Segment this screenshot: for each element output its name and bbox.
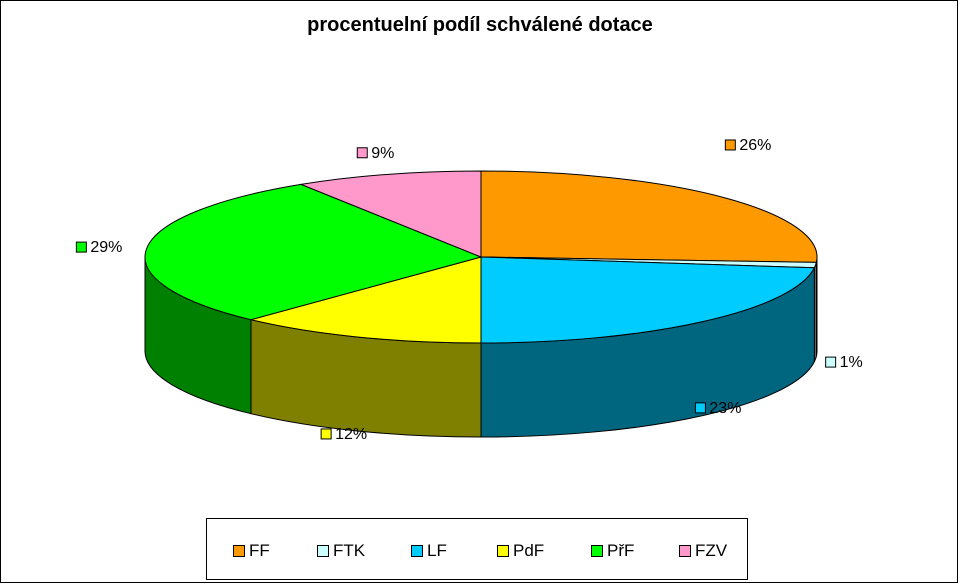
chart-title: procentuelní podíl schválené dotace: [307, 14, 653, 36]
legend-label-ff: FF: [249, 541, 270, 560]
legend-label-fzv: FZV: [695, 541, 728, 560]
legend-swatch-ff: [233, 545, 245, 557]
legend-swatch-prf: [591, 545, 603, 557]
slice-pdf: [250, 256, 482, 344]
slice-fzv: [299, 170, 482, 258]
chart-legend: FF FTK LF PdF PřF FZV: [206, 518, 748, 580]
data-label-key-lf: [694, 402, 706, 414]
data-label-key-ftk: [825, 356, 837, 368]
slice-ff: [480, 170, 818, 263]
data-label-ftk: 1%: [840, 354, 863, 371]
data-label-lf: 23%: [709, 400, 741, 417]
legend-swatch-ftk: [317, 545, 329, 557]
data-label-key-pdf: [320, 428, 332, 440]
data-label-key-prf: [75, 241, 87, 253]
data-label-key-ff: [724, 139, 736, 151]
legend-item-pdf: PdF: [497, 541, 545, 560]
legend-swatch-lf: [411, 545, 423, 557]
legend-item-fzv: FZV: [679, 541, 728, 560]
data-label-prf: 29%: [90, 239, 122, 256]
slice-lf: [480, 256, 816, 344]
legend-label-ftk: FTK: [333, 541, 366, 560]
data-label-pdf: 12%: [335, 426, 367, 443]
legend-item-prf: PřF: [591, 541, 635, 560]
legend-swatch-fzv: [679, 545, 691, 557]
data-label-fzv: 9%: [371, 145, 394, 162]
data-label-key-fzv: [356, 147, 368, 159]
legend-swatch-pdf: [497, 545, 509, 557]
legend-label-lf: LF: [427, 541, 447, 560]
legend-item-ftk: FTK: [317, 541, 366, 560]
data-label-ff: 26%: [739, 137, 771, 154]
legend-item-lf: LF: [411, 541, 447, 560]
legend-label-prf: PřF: [607, 541, 635, 560]
legend-label-pdf: PdF: [513, 541, 545, 560]
legend-item-ff: FF: [233, 541, 270, 560]
slice-prf: [144, 183, 483, 321]
